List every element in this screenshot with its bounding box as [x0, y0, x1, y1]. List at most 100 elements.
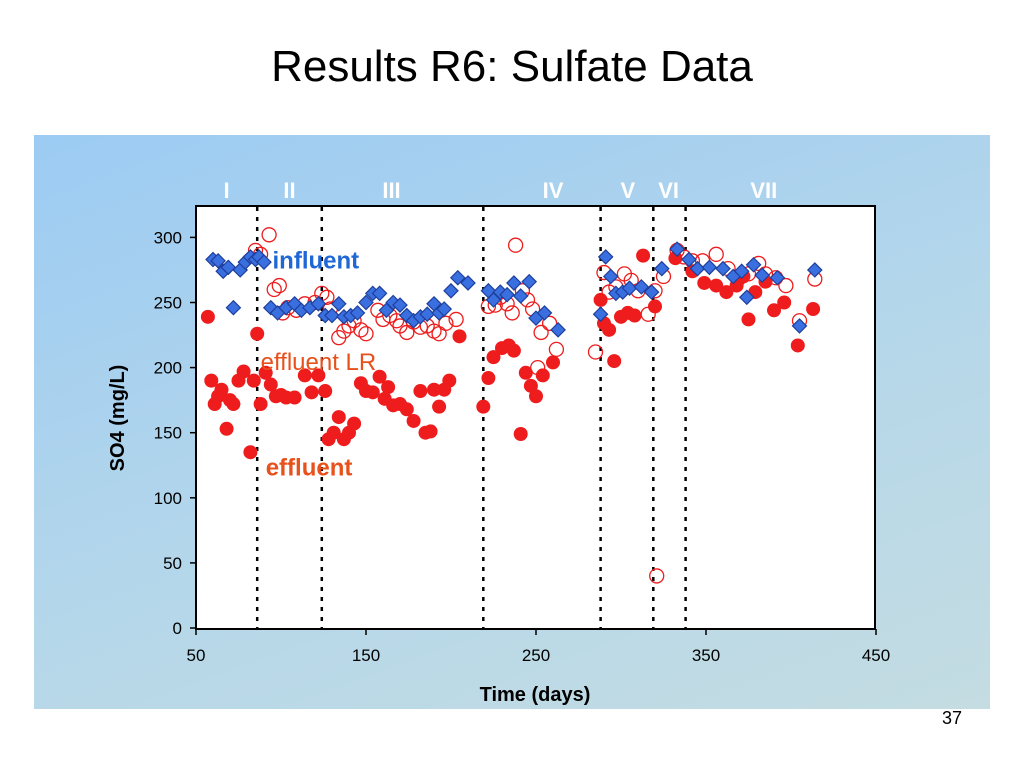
influent-point — [643, 284, 660, 300]
effluent-lr-point — [533, 324, 549, 341]
effluent-point — [523, 378, 538, 393]
effluent-point — [326, 425, 341, 440]
influent-point — [419, 306, 436, 323]
effluent-point — [253, 397, 268, 412]
effluent-point — [476, 399, 491, 414]
effluent-point — [513, 427, 528, 442]
effluent-point — [636, 248, 651, 263]
effluent-point — [529, 389, 543, 404]
effluent-point — [214, 382, 229, 397]
y-tick-label: 250 — [154, 294, 182, 313]
effluent-point — [627, 308, 642, 323]
chart-panel: I II III IV V VI VII 0 50 100 150 200 250 300 50 150 2… — [34, 135, 990, 709]
influent-point — [592, 306, 609, 323]
effluent-point — [709, 278, 724, 293]
influent-point — [443, 282, 459, 299]
influent-point — [536, 305, 553, 321]
influent-point — [715, 260, 731, 277]
y-tick-label: 150 — [154, 424, 182, 443]
influent-point — [349, 305, 366, 321]
effluent-point — [427, 382, 441, 397]
influent-point — [324, 307, 340, 324]
phase-label: VII — [750, 178, 777, 203]
influent-point — [330, 295, 347, 312]
effluent-point — [506, 343, 521, 358]
effluent-point — [219, 421, 234, 436]
effluent-lr-point — [358, 326, 374, 342]
effluent-point — [423, 424, 438, 439]
effluent-lr-point — [438, 315, 454, 331]
effluent-point — [246, 373, 261, 388]
effluent-lr-point — [587, 344, 604, 360]
effluent-point — [741, 312, 756, 327]
effluent-point — [481, 371, 496, 386]
influent-point — [225, 299, 242, 316]
effluent-point — [243, 445, 258, 460]
influent-point — [791, 318, 808, 334]
phase-label: III — [382, 178, 400, 203]
effluent-lr-point — [261, 227, 277, 243]
effluent-point — [719, 285, 734, 300]
effluent-lr-point — [507, 237, 524, 253]
phase-label: V — [620, 178, 635, 203]
effluent-lr-point — [504, 305, 520, 321]
influent-point — [220, 259, 237, 276]
influent-point — [506, 275, 522, 291]
effluent-point — [263, 377, 278, 392]
effluent-point — [806, 302, 821, 317]
influent-point — [512, 288, 529, 304]
influent-point — [733, 263, 750, 280]
effluent-lr-point — [708, 246, 724, 262]
influent-point — [769, 269, 786, 286]
effluent-point — [518, 365, 533, 380]
influent-point — [681, 251, 697, 268]
effluent-point — [347, 416, 362, 431]
influent-point — [745, 256, 762, 273]
effluent-point — [593, 292, 608, 307]
y-tick-label: 50 — [163, 554, 182, 573]
effluent-point — [258, 365, 273, 380]
phase-label: VI — [658, 178, 679, 203]
effluent-point — [287, 390, 302, 405]
effluent-point — [381, 380, 396, 395]
y-tick-label: 0 — [173, 619, 182, 638]
influent-point — [392, 297, 408, 313]
x-tick-label: 450 — [862, 646, 890, 665]
influent-point — [602, 268, 619, 285]
effluent-point — [226, 397, 241, 412]
effluent-point — [790, 338, 805, 353]
influent-point — [806, 262, 823, 278]
y-tick-label: 100 — [154, 489, 182, 508]
effluent-point — [413, 384, 428, 399]
y-tick-label: 300 — [154, 228, 182, 247]
influent-point — [449, 269, 466, 286]
series-annotation: effluent LR — [261, 349, 377, 376]
effluent-lr-point — [649, 568, 665, 584]
influent-point — [371, 285, 388, 302]
effluent-point — [236, 364, 251, 379]
effluent-point — [311, 368, 326, 383]
influent-point — [436, 301, 453, 317]
effluent-point — [331, 410, 346, 425]
effluent-point — [648, 299, 662, 314]
influent-point — [754, 267, 770, 284]
effluent-lr-point — [541, 315, 558, 331]
effluent-lr-point — [266, 281, 282, 298]
x-tick-label: 250 — [522, 646, 550, 665]
influent-point — [669, 241, 685, 257]
effluent-lr-point — [388, 313, 405, 329]
effluent-point — [442, 373, 457, 388]
influent-point — [310, 295, 327, 312]
influent-point — [460, 275, 476, 291]
influent-point — [621, 280, 638, 297]
phase-label: IV — [543, 178, 564, 203]
influent-point — [210, 252, 226, 269]
effluent-lr-point — [778, 277, 794, 294]
influent-point — [597, 249, 614, 265]
effluent-point — [535, 368, 550, 383]
influent-point — [689, 260, 706, 277]
effluent-point — [372, 369, 387, 384]
x-tick-label: 50 — [187, 646, 206, 665]
effluent-point — [365, 385, 380, 400]
effluent-point — [304, 385, 319, 400]
